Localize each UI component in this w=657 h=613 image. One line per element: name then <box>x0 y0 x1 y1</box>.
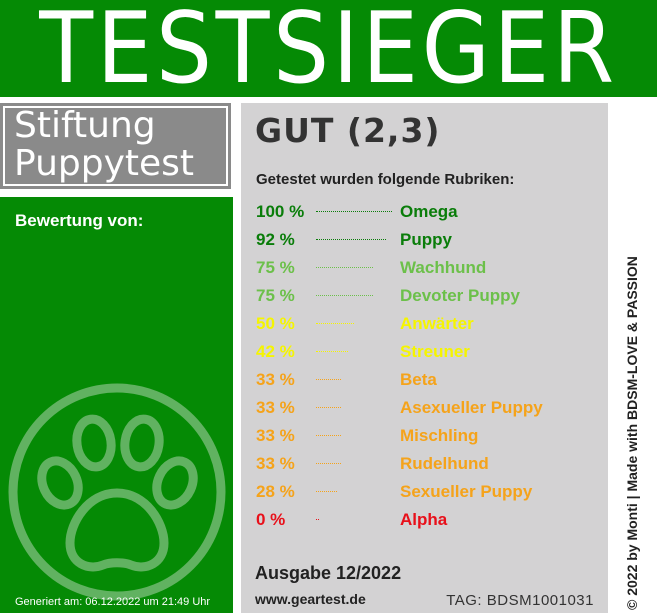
copyright-side-text: © 2022 by Monti | Made with BDSM-LOVE & … <box>624 256 640 610</box>
rating-name: Anwärter <box>400 314 474 333</box>
rating-leader-line <box>316 463 341 464</box>
organization-name-line1: Stiftung <box>14 105 156 146</box>
rating-leader-line <box>316 239 386 240</box>
rating-name: Alpha <box>400 510 448 529</box>
result-panel: GUT (2,3) Getestet wurden folgende Rubri… <box>241 103 608 613</box>
website-link[interactable]: www.geartest.de <box>255 591 366 607</box>
grade-label: GUT (2,3) <box>255 111 441 150</box>
rating-leader-line <box>316 351 348 352</box>
rating-percent: 33 % <box>256 370 295 389</box>
rating-row: 75 % Wachhund <box>256 257 596 285</box>
rating-percent: 33 % <box>256 454 295 473</box>
rating-row: 50 % Anwärter <box>256 313 596 341</box>
rating-percent: 92 % <box>256 230 295 249</box>
rating-leader-line <box>316 323 354 324</box>
rating-percent: 33 % <box>256 398 295 417</box>
generated-timestamp: Generiert am: 06.12.2022 um 21:49 Uhr <box>15 596 211 608</box>
rating-percent: 42 % <box>256 342 295 361</box>
rating-name: Streuner <box>400 342 470 361</box>
rating-name: Puppy <box>400 230 452 249</box>
rating-row: 33 % Mischling <box>256 425 596 453</box>
rating-row: 33 % Asexueller Puppy <box>256 397 596 425</box>
rating-name: Omega <box>400 202 458 221</box>
rating-percent: 33 % <box>256 426 295 445</box>
organization-box <box>0 103 231 189</box>
rating-name: Rudelhund <box>400 454 489 473</box>
issue-label: Ausgabe 12/2022 <box>255 563 402 583</box>
rating-leader-line <box>316 211 392 212</box>
rating-name: Mischling <box>400 426 479 445</box>
evaluation-label: Bewertung von: <box>15 211 144 230</box>
rating-percent: 75 % <box>256 286 295 305</box>
rating-row: 92 % Puppy <box>256 229 596 257</box>
rating-name: Devoter Puppy <box>400 286 520 305</box>
rating-row: 28 % Sexueller Puppy <box>256 481 596 509</box>
rating-name: Sexueller Puppy <box>400 482 533 501</box>
rubrics-heading: Getestet wurden folgende Rubriken: <box>256 171 515 188</box>
rating-percent: 0 % <box>256 510 286 529</box>
evaluation-panel: Bewertung von: Generiert am: 06.12.2022 … <box>0 197 233 613</box>
rating-name: Beta <box>400 370 437 389</box>
rating-row: 33 % Beta <box>256 369 596 397</box>
rating-leader-line <box>316 407 341 408</box>
rating-leader-line <box>316 435 341 436</box>
rating-leader-line <box>316 379 341 380</box>
organization-name-line2: Puppytest <box>14 143 195 184</box>
rating-percent: 28 % <box>256 482 295 501</box>
rating-percent: 100 % <box>256 202 305 221</box>
rating-name: Wachhund <box>400 258 487 277</box>
rating-row: 0 % Alpha <box>256 509 596 537</box>
tag-id: TAG: BDSM1001031 <box>446 592 594 609</box>
rating-row: 75 % Devoter Puppy <box>256 285 596 313</box>
rating-leader-line <box>316 295 373 296</box>
rating-leader-line <box>316 491 337 492</box>
rating-row: 33 % Rudelhund <box>256 453 596 481</box>
rating-percent: 75 % <box>256 258 295 277</box>
rating-name: Asexueller Puppy <box>400 398 543 417</box>
paw-print-icon <box>8 383 226 601</box>
rating-row: 42 % Streuner <box>256 341 596 369</box>
testsieger-banner: TESTSIEGER <box>0 0 657 97</box>
rating-leader-line <box>316 519 319 520</box>
banner-title: TESTSIEGER <box>39 0 618 97</box>
rating-row: 100 % Omega <box>256 201 596 229</box>
rating-leader-line <box>316 267 373 268</box>
rating-percent: 50 % <box>256 314 295 333</box>
